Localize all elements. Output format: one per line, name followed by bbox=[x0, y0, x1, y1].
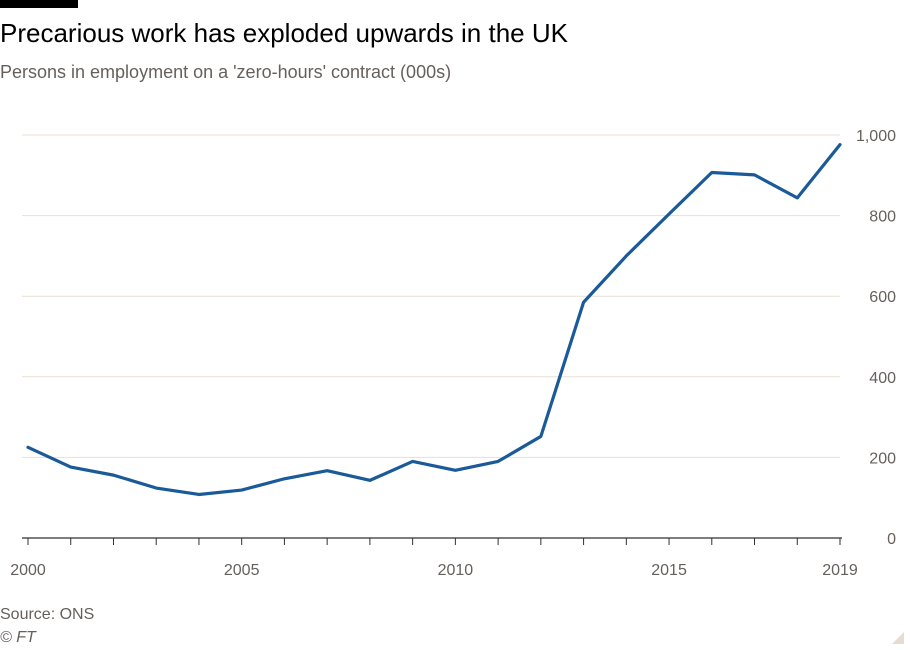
series-line bbox=[26, 143, 842, 497]
series-layer bbox=[26, 143, 842, 497]
chart-title: Precarious work has exploded upwards in … bbox=[0, 18, 568, 48]
x-tick-label: 2000 bbox=[10, 562, 46, 579]
y-tick-label: 0 bbox=[887, 531, 896, 548]
x-tick-label: 2015 bbox=[651, 562, 687, 579]
tick-labels: 0 200 400 600 800 1,000 2000 2005 2010 2015 2019 bbox=[10, 128, 896, 579]
y-tick-label: 200 bbox=[869, 450, 896, 467]
copyright-credit: © FT bbox=[0, 629, 36, 646]
y-tick-label: 800 bbox=[869, 209, 896, 226]
source-note: Source: ONS bbox=[0, 606, 95, 623]
y-tick-label: 600 bbox=[869, 289, 896, 306]
x-axis bbox=[22, 537, 842, 545]
y-tick-label: 1,000 bbox=[856, 128, 896, 145]
corner-mark bbox=[892, 632, 904, 644]
x-tick-label: 2010 bbox=[438, 562, 474, 579]
brand-bar bbox=[0, 0, 78, 8]
y-tick-label: 400 bbox=[869, 370, 896, 387]
chart-subtitle: Persons in employment on a 'zero-hours' … bbox=[0, 62, 452, 82]
gridlines bbox=[22, 134, 840, 458]
x-tick-label: 2005 bbox=[224, 562, 260, 579]
x-tick-label: 2019 bbox=[822, 562, 858, 579]
line-chart: 0 200 400 600 800 1,000 2000 2005 2010 2015 2019 bbox=[10, 128, 896, 579]
